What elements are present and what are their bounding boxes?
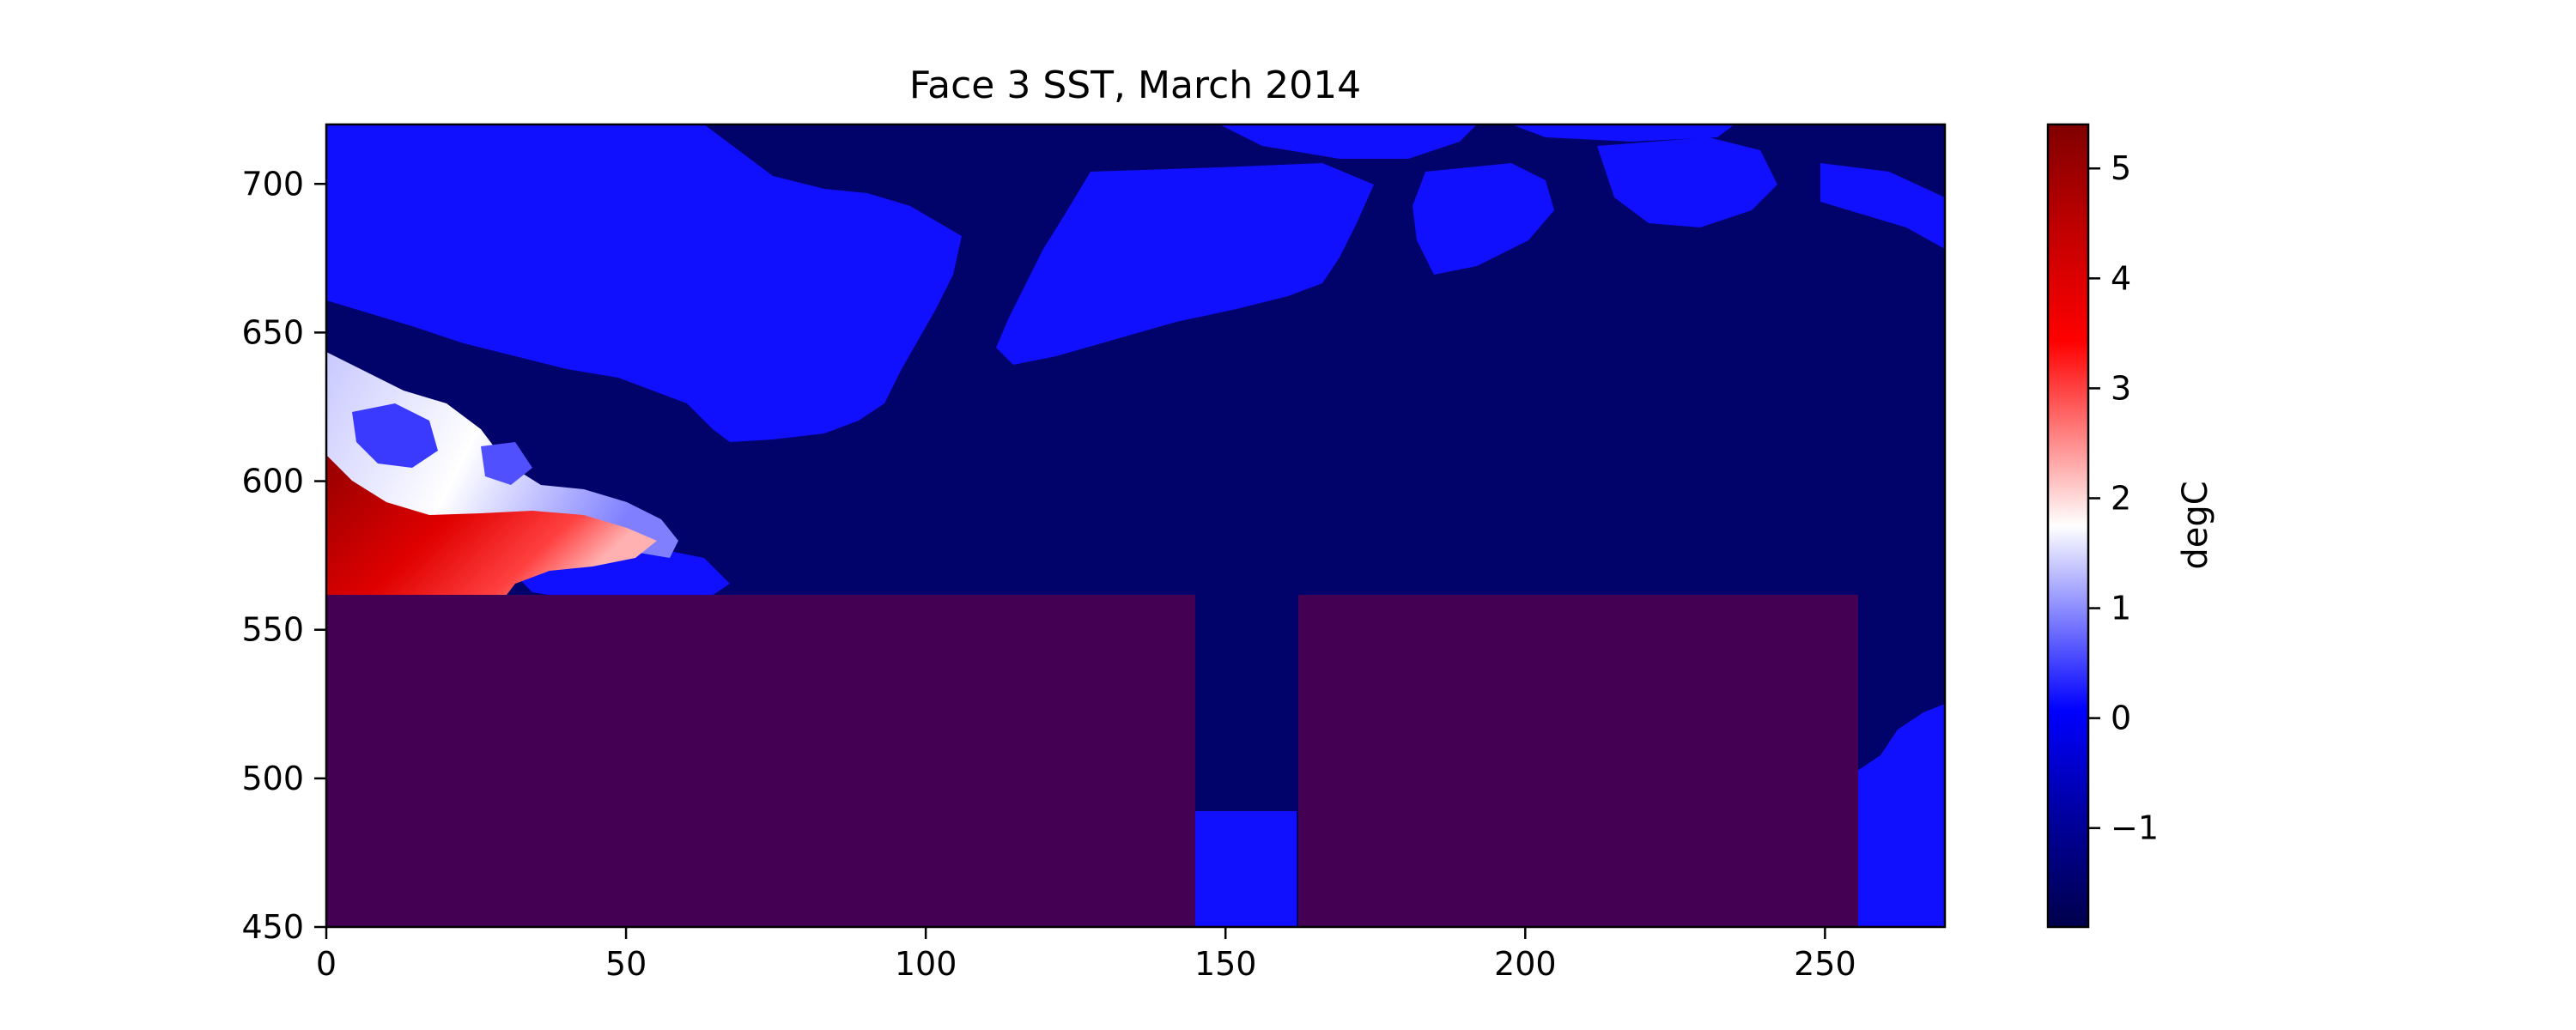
cool-transition-zone xyxy=(326,352,678,558)
blue-region-top-east xyxy=(1511,124,1735,142)
colorbar-tick-label: 2 xyxy=(2111,479,2131,517)
blue-region-central xyxy=(996,163,1374,365)
blue-region-northwest xyxy=(326,124,962,442)
y-tick-label: 500 xyxy=(241,760,304,797)
colorbar-tick-label: 3 xyxy=(2111,369,2131,407)
colorbar-tick-label: 5 xyxy=(2111,149,2131,187)
x-tick-label: 100 xyxy=(895,945,957,983)
colorbar-tick-label: −1 xyxy=(2111,809,2159,847)
x-tick-label: 250 xyxy=(1794,945,1856,983)
colorbar-tick-label: 0 xyxy=(2111,700,2131,737)
y-axis: 450 500 550 600 650 700 xyxy=(241,165,326,946)
x-tick-label: 0 xyxy=(316,945,337,983)
y-tick-label: 700 xyxy=(241,165,304,203)
blue-pocket-1 xyxy=(352,403,438,468)
blue-region-east xyxy=(1820,163,1945,249)
chart-title: Face 3 SST, March 2014 xyxy=(909,64,1361,107)
blue-region-north-centre xyxy=(1413,163,1554,275)
x-tick-label: 200 xyxy=(1494,945,1557,983)
blue-region-southeast xyxy=(1855,704,1945,927)
colorbar-label: degC xyxy=(2176,481,2215,569)
colorbar-tick-label: 4 xyxy=(2111,259,2131,297)
blue-pocket-2 xyxy=(481,442,532,485)
colorbar-tick-label: 1 xyxy=(2111,590,2131,627)
y-tick-label: 450 xyxy=(241,908,304,946)
x-axis: 0 50 100 150 200 250 xyxy=(316,927,1856,983)
masked-block-right xyxy=(1298,595,1858,927)
y-tick-label: 650 xyxy=(241,313,304,351)
colorbar-axis: −1 0 1 2 3 4 5 xyxy=(2088,149,2159,847)
warm-inflow-region xyxy=(326,455,657,595)
x-tick-label: 50 xyxy=(605,945,647,983)
blue-region-gap-south xyxy=(1194,811,1297,927)
blue-region-top-strip xyxy=(1219,124,1477,159)
plot-frame xyxy=(325,123,1947,929)
colorbar xyxy=(2046,123,2090,929)
y-tick-label: 600 xyxy=(241,463,304,500)
y-tick-label: 550 xyxy=(241,611,304,649)
x-tick-label: 150 xyxy=(1194,945,1257,983)
plot-area xyxy=(326,124,1945,927)
blue-region-northeast xyxy=(1597,137,1777,227)
masked-block-left xyxy=(326,595,1195,927)
